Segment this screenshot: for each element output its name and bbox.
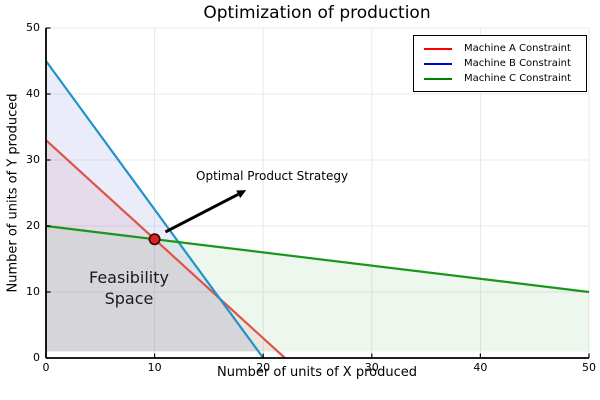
y-tick-label: 50 bbox=[26, 21, 40, 34]
chart-title: Optimization of production bbox=[203, 3, 431, 23]
y-tick-label: 10 bbox=[26, 285, 40, 298]
constraint-line-0 bbox=[45, 139, 286, 359]
legend-label: Machine B Constraint bbox=[464, 58, 571, 69]
legend-item: Machine C Constraint bbox=[424, 71, 580, 86]
legend-line-swatch bbox=[424, 47, 452, 50]
legend-label: Machine C Constraint bbox=[464, 73, 572, 84]
feasibility-space-line1: Feasibility bbox=[89, 268, 169, 287]
constraint-line-2 bbox=[45, 224, 590, 294]
y-axis-label: Number of units of Y produced bbox=[5, 93, 21, 293]
x-tick-label: 40 bbox=[473, 361, 488, 374]
feasibility-space-line2: Space bbox=[104, 289, 154, 308]
legend-item: Machine A Constraint bbox=[424, 41, 580, 56]
y-tick-label: 30 bbox=[26, 153, 40, 166]
y-tick-label: 20 bbox=[26, 219, 40, 232]
annotation-optimal-strategy: Optimal Product Strategy bbox=[196, 169, 349, 183]
y-tick-label: 0 bbox=[33, 351, 40, 364]
feasibility-space-label: Feasibility Space bbox=[89, 267, 169, 309]
legend-line-swatch bbox=[424, 62, 452, 65]
constraint-line-1 bbox=[45, 60, 265, 359]
legend: Machine A Constraint Machine B Constrain… bbox=[413, 35, 587, 92]
legend-line-swatch bbox=[424, 77, 452, 80]
x-tick-label: 30 bbox=[364, 361, 379, 374]
optimal-point-marker bbox=[148, 233, 161, 246]
annotation-arrow bbox=[164, 192, 239, 234]
y-tick-label: 40 bbox=[26, 87, 40, 100]
x-tick-label: 10 bbox=[147, 361, 162, 374]
annotation-arrowhead bbox=[236, 190, 247, 199]
legend-label: Machine A Constraint bbox=[464, 43, 571, 54]
x-axis-label: Number of units of X produced bbox=[217, 365, 417, 380]
x-tick-label: 20 bbox=[256, 361, 271, 374]
legend-item: Machine B Constraint bbox=[424, 56, 580, 71]
x-tick-label: 0 bbox=[42, 361, 50, 374]
constraint-fill-2 bbox=[46, 226, 589, 352]
x-tick-label: 50 bbox=[582, 361, 596, 374]
